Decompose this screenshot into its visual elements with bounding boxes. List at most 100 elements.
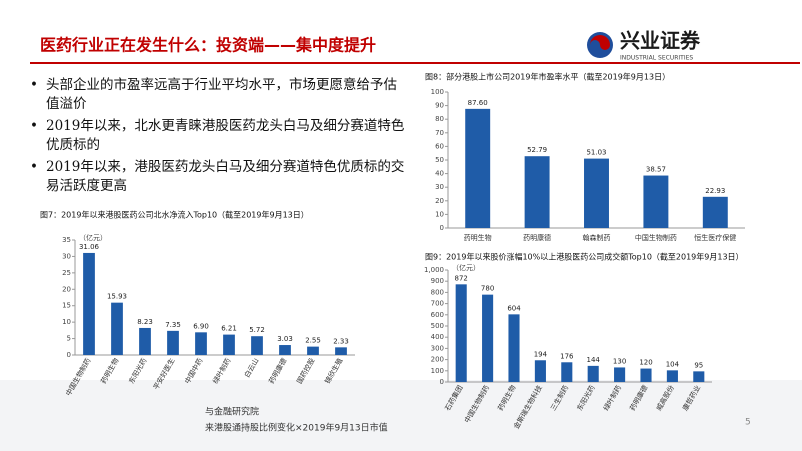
bar (524, 156, 550, 228)
bar (482, 294, 494, 382)
bullet-text: 2019年以来，港股医药龙头白马及细分赛道特色优质标的交易活跃度更高 (46, 159, 405, 194)
bullet: • 2019年以来，港股医药龙头白马及细分赛道特色优质标的交易活跃度更高 (30, 158, 410, 196)
logo-swirl (590, 35, 610, 50)
bar (465, 108, 491, 228)
unit-label: （亿元） (452, 263, 480, 272)
value-label: 872 (455, 274, 468, 282)
y-tick-label: 15 (62, 302, 71, 310)
value-label: 604 (507, 304, 521, 312)
y-tick-label: 1,000 (424, 266, 444, 274)
bar (587, 365, 599, 382)
bar (643, 175, 669, 228)
bar (307, 346, 319, 355)
logo-text: 兴业证券 (620, 29, 701, 53)
y-tick-label: 80 (435, 115, 444, 123)
value-label: 15.93 (107, 293, 127, 301)
bullet: • 2019年以来，北水更青睐港股医药龙头白马及细分赛道特色优质标的 (30, 117, 410, 155)
bar (223, 334, 235, 355)
bar (83, 252, 95, 355)
y-tick-label: 20 (435, 197, 444, 205)
bar (693, 371, 705, 382)
bar (666, 370, 678, 382)
value-label: 22.93 (705, 187, 725, 195)
slide-title: 医药行业正在发生什么：投资端——集中度提升 (40, 36, 376, 55)
chart-title: 图8：部分港股上市公司2019年市盈率水平（截至2019年9月13日） (425, 72, 670, 82)
y-tick-label: 30 (435, 183, 444, 191)
value-label: 95 (694, 361, 703, 369)
value-label: 87.60 (468, 99, 488, 107)
value-label: 194 (534, 350, 548, 358)
y-tick-label: 25 (62, 269, 71, 277)
value-label: 3.03 (277, 335, 293, 343)
y-tick-label: 35 (62, 236, 71, 244)
y-tick-label: 5 (67, 335, 71, 343)
bar (702, 196, 728, 228)
bar (455, 284, 467, 382)
value-label: 120 (639, 359, 652, 367)
y-tick-label: 300 (431, 344, 444, 352)
value-label: 2.33 (333, 337, 349, 345)
y-tick-label: 10 (435, 210, 444, 218)
bar (335, 347, 347, 355)
bullet-list: • 头部企业的市盈率远高于行业平均水平，市场更愿意给予估值溢价 • 2019年以来，… (30, 76, 410, 196)
chart-title: 图7：2019年以来港股医药公司北水净流入Top10（截至2019年9月13日） (40, 210, 309, 220)
value-label: 52.79 (527, 146, 547, 154)
y-tick-label: 0 (67, 351, 71, 359)
value-label: 6.21 (221, 325, 237, 333)
value-label: 6.90 (193, 322, 209, 330)
bar (167, 330, 179, 355)
bullet-text: 2019年以来，北水更青睐港股医药龙头白马及细分赛道特色优质标的 (46, 118, 405, 153)
x-tick-label: 药明康德 (523, 233, 551, 242)
y-tick-label: 40 (435, 170, 444, 178)
bar (584, 158, 609, 228)
bullets: • 头部企业的市盈率远高于行业平均水平，市场更愿意给予估值溢价 • 2019年以来，… (30, 76, 410, 196)
y-tick-label: 10 (62, 318, 71, 326)
bar (561, 362, 573, 382)
y-tick-label: 20 (62, 285, 71, 293)
value-label: 5.72 (249, 326, 265, 334)
y-tick-label: 200 (431, 356, 444, 364)
y-tick-label: 800 (431, 288, 444, 296)
y-tick-label: 100 (431, 88, 444, 96)
value-label: 2.55 (305, 337, 321, 345)
footer-source: 与金融研究院 (205, 406, 259, 418)
x-tick-label: 翰森制药 (583, 233, 611, 242)
y-tick-label: 50 (435, 156, 444, 164)
y-tick-label: 30 (62, 252, 71, 260)
bar (508, 314, 520, 382)
city-backdrop (0, 380, 802, 451)
y-tick-label: 0 (440, 224, 444, 232)
value-label: 8.23 (137, 318, 153, 326)
value-label: 104 (666, 360, 680, 368)
bar (614, 367, 626, 382)
value-label: 38.57 (646, 166, 666, 174)
bullet: • 头部企业的市盈率远高于行业平均水平，市场更愿意给予估值溢价 (30, 76, 410, 114)
value-label: 7.35 (165, 321, 181, 329)
y-tick-label: 700 (431, 300, 444, 308)
bar (534, 360, 546, 382)
bar (195, 332, 207, 355)
value-label: 130 (613, 357, 626, 365)
unit-label: （亿元） (79, 233, 107, 242)
bar (251, 336, 263, 355)
value-label: 51.03 (586, 149, 606, 157)
y-tick-label: 90 (435, 102, 444, 110)
bar (111, 302, 123, 355)
bar (279, 345, 291, 355)
logo-subtext: INDUSTRIAL SECURITIES (620, 55, 693, 62)
footer-note: 来港股通持股比例变化×2019年9月13日市值 (205, 422, 388, 434)
bar (139, 327, 151, 355)
x-tick-label: 药明生物 (464, 233, 492, 242)
page-number: 5 (745, 418, 751, 428)
value-label: 31.06 (79, 243, 100, 251)
value-label: 144 (587, 356, 601, 364)
value-label: 780 (481, 285, 494, 293)
value-label: 176 (560, 352, 574, 360)
bullet-text: 头部企业的市盈率远高于行业平均水平，市场更愿意给予估值溢价 (46, 77, 397, 112)
x-tick-label: 恒生医疗保健 (694, 233, 736, 242)
y-tick-label: 500 (431, 322, 444, 330)
y-tick-label: 600 (431, 311, 444, 319)
chart-title: 图9：2019年以来股价涨幅10%以上港股医药公司成交额Top10（截至2019… (425, 252, 744, 262)
y-tick-label: 100 (431, 367, 444, 375)
